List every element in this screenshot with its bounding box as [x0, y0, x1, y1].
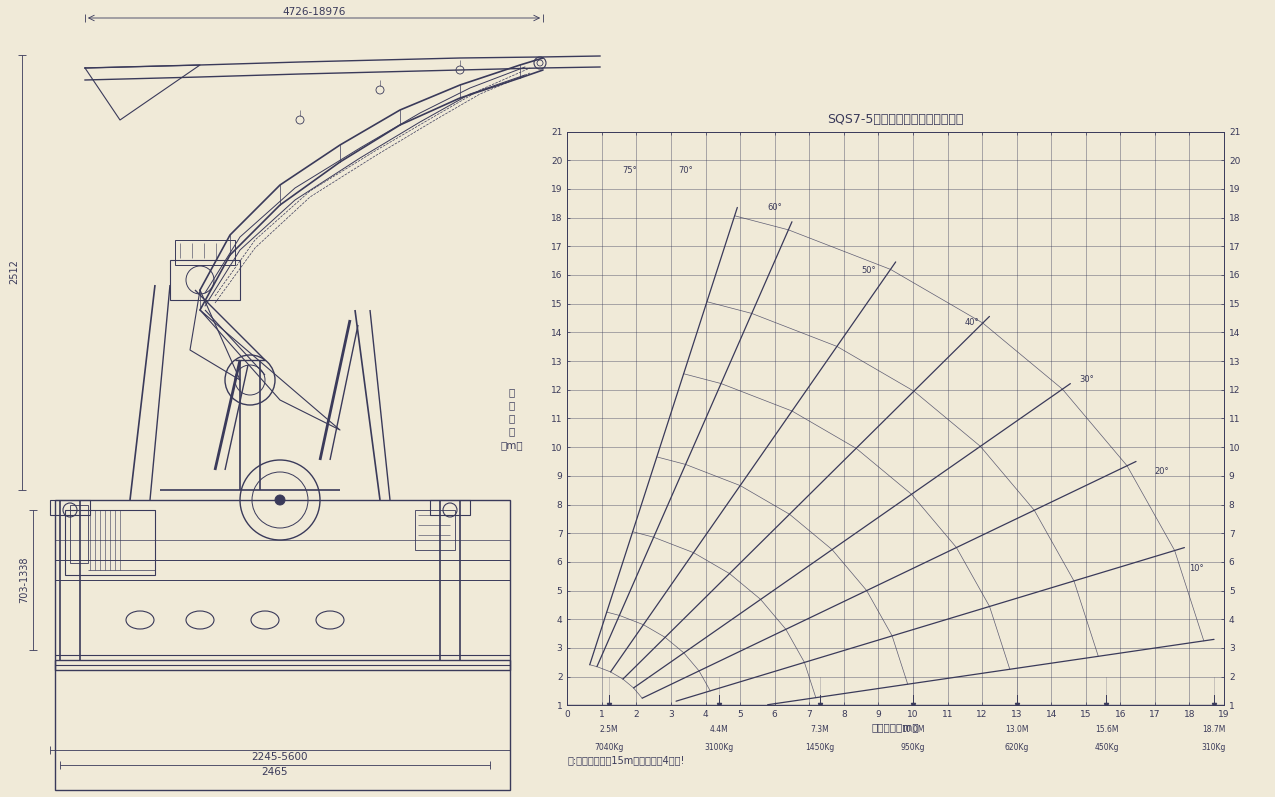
Text: 3100Kg: 3100Kg — [705, 743, 734, 752]
Text: 2512: 2512 — [9, 260, 19, 285]
Text: 4.4M: 4.4M — [710, 725, 729, 734]
Text: 75°: 75° — [622, 166, 638, 175]
Text: 950Kg: 950Kg — [900, 743, 926, 752]
Text: 1450Kg: 1450Kg — [805, 743, 834, 752]
Text: 4726-18976: 4726-18976 — [282, 7, 346, 17]
Text: 30°: 30° — [1079, 375, 1094, 384]
Text: 15.6M: 15.6M — [1095, 725, 1118, 734]
Text: 310Kg: 310Kg — [1201, 743, 1225, 752]
Text: 40°: 40° — [965, 318, 979, 327]
Bar — [55, 500, 510, 670]
Text: 2465: 2465 — [261, 767, 288, 777]
X-axis label: 工作幅度（m）: 工作幅度（m） — [872, 722, 919, 732]
Text: 18.7M: 18.7M — [1202, 725, 1225, 734]
Bar — [414, 510, 455, 550]
Bar — [55, 660, 510, 790]
Text: 50°: 50° — [861, 266, 876, 275]
Bar — [50, 500, 91, 515]
Text: 2.5M: 2.5M — [599, 725, 618, 734]
Bar — [70, 505, 88, 563]
Text: 注:起升高度超过15m时，请更换4倍率!: 注:起升高度超过15m时，请更换4倍率! — [567, 755, 685, 765]
Text: 703-1338: 703-1338 — [19, 557, 29, 603]
Bar — [175, 240, 235, 265]
Bar — [430, 500, 470, 515]
Text: 10.0M: 10.0M — [901, 725, 924, 734]
Text: 20°: 20° — [1155, 467, 1169, 476]
Text: 10°: 10° — [1190, 564, 1204, 573]
Text: 60°: 60° — [768, 203, 783, 212]
Bar — [65, 510, 156, 575]
Text: 13.0M: 13.0M — [1005, 725, 1029, 734]
Text: 620Kg: 620Kg — [1005, 743, 1029, 752]
Circle shape — [275, 495, 286, 505]
Text: 工
作
高
度
（m）: 工 作 高 度 （m） — [501, 387, 524, 450]
Text: 450Kg: 450Kg — [1094, 743, 1118, 752]
Text: 7040Kg: 7040Kg — [594, 743, 623, 752]
Text: 70°: 70° — [678, 166, 692, 175]
Title: SQS7-5随车起重机额定起升曲线表: SQS7-5随车起重机额定起升曲线表 — [827, 113, 964, 126]
Text: 7.3M: 7.3M — [811, 725, 829, 734]
Text: 2245-5600: 2245-5600 — [251, 752, 309, 762]
Bar — [170, 260, 240, 300]
